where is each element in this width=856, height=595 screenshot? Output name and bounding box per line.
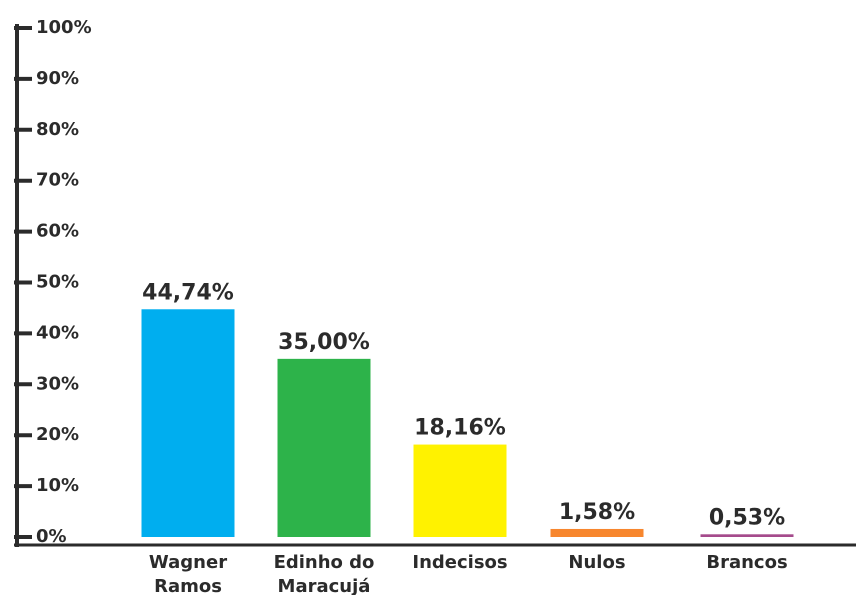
value-label: 18,16%: [414, 416, 506, 441]
y-tick-label: 50%: [36, 272, 79, 293]
value-label: 0,53%: [709, 505, 785, 530]
y-tick-label: 10%: [36, 475, 79, 496]
x-tick-label: Edinho do Maracujá: [273, 552, 375, 595]
y-tick-label: 80%: [36, 119, 79, 140]
bar: [550, 528, 644, 537]
y-tick-label: 20%: [36, 424, 79, 445]
y-tick-label: 90%: [36, 68, 79, 89]
x-tick-label: Indecisos: [412, 552, 508, 573]
y-tick-label: 30%: [36, 373, 79, 394]
value-label: 44,74%: [142, 280, 234, 305]
y-tick-label: 0%: [36, 526, 67, 547]
x-tick-label: Nulos: [568, 552, 626, 573]
x-tick-label: Brancos: [706, 552, 788, 573]
y-tick-label: 60%: [36, 221, 79, 242]
x-tick-label: Wagner Ramos: [148, 552, 228, 595]
bar: [700, 534, 794, 537]
bar: [413, 444, 507, 537]
bar: [277, 358, 371, 537]
y-tick-label: 70%: [36, 170, 79, 191]
value-label: 35,00%: [278, 330, 370, 355]
y-tick-label: 40%: [36, 322, 79, 343]
value-label: 1,58%: [559, 500, 635, 525]
bar: [141, 309, 235, 537]
y-tick-label: 100%: [36, 17, 92, 38]
